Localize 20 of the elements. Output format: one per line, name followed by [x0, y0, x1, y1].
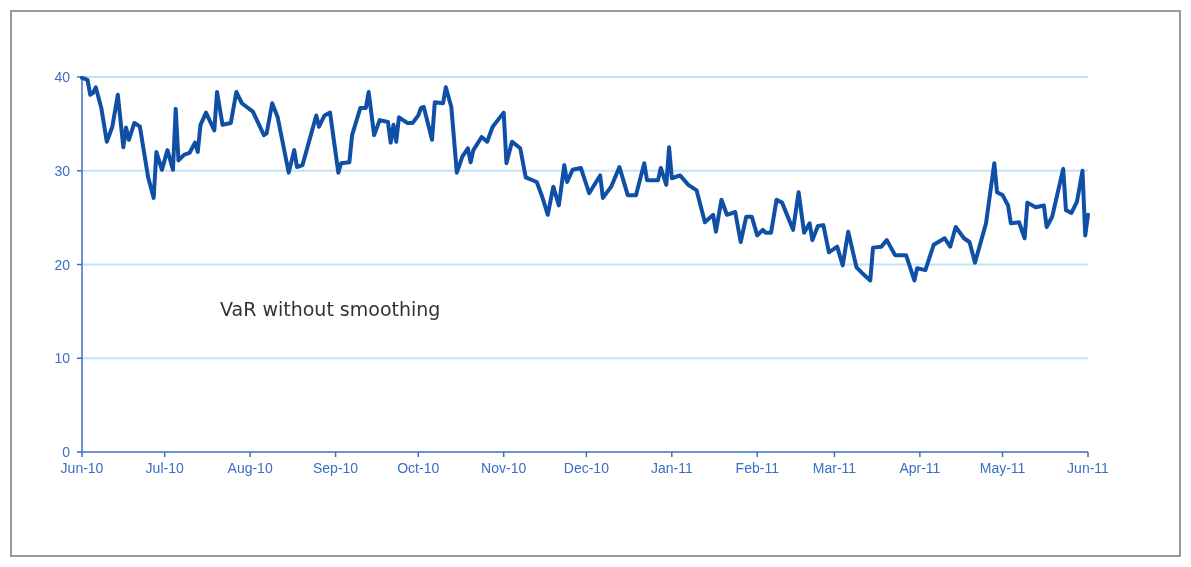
y-tick-label: 10 [54, 350, 71, 367]
x-tick-label: Mar-11 [812, 460, 857, 476]
x-tick-label: Jan-11 [650, 460, 693, 476]
y-tick-label: 40 [54, 69, 71, 85]
y-tick-label: 30 [54, 162, 71, 179]
x-tick-label: Feb-11 [735, 460, 780, 476]
x-tick-label: Jun-10 [60, 460, 104, 476]
x-tick-label: Sep-10 [312, 460, 359, 476]
x-tick-label: Oct-10 [397, 460, 440, 476]
y-tick-label: 0 [62, 444, 71, 460]
x-tick-label: Apr-11 [899, 460, 941, 476]
x-tick-label: May-11 [979, 460, 1026, 476]
x-tick-label: Jul-10 [145, 460, 184, 476]
x-tick-label: Dec-10 [563, 460, 610, 476]
x-tick-label: Jun-11 [1067, 460, 1110, 476]
y-tick-label: 20 [54, 256, 71, 273]
x-tick-label: Nov-10 [481, 460, 527, 476]
annotation: VaR without smoothing [220, 298, 441, 320]
line-series [80, 75, 1090, 283]
x-tick-label: Aug-10 [227, 460, 273, 476]
